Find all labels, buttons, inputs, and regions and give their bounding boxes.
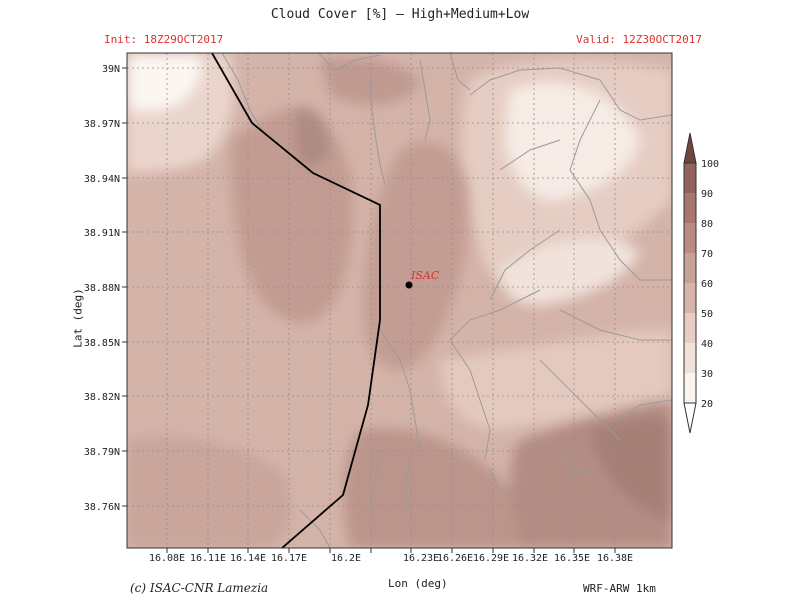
y-tick-label: 38.88N [84, 283, 120, 294]
valid-time-label: Valid: 12Z30OCT2017 [576, 33, 702, 46]
graticule [127, 53, 672, 548]
colorbar-swatch [684, 343, 696, 373]
colorbar-swatch [684, 283, 696, 313]
y-tick-label: 38.82N [84, 392, 120, 403]
credit-label: (c) ISAC-CNR Lamezia [130, 581, 269, 595]
y-tick-label: 38.76N [84, 502, 120, 513]
y-axis-label: Lat (deg) [71, 288, 85, 348]
y-tick-label: 38.94N [84, 174, 120, 185]
boundary-lines [221, 53, 672, 548]
x-tick-label: 16.29E [473, 553, 509, 564]
x-tick-label: 16.14E [230, 553, 266, 564]
colorbar-swatch [684, 163, 696, 193]
colorbar-max-arrow [683, 132, 697, 164]
y-tick-label: 38.97N [84, 119, 120, 130]
colorbar-label: 30 [701, 369, 713, 380]
x-axis: 16.08E 16.11E 16.14E 16.17E 16.2E 16.23E… [149, 548, 633, 564]
coastline [211, 53, 381, 548]
station-marker [405, 281, 413, 289]
colorbar-label: 40 [701, 339, 713, 350]
colorbar-label: 60 [701, 279, 713, 290]
plot-frame [126, 52, 673, 549]
x-tick-label: 16.08E [149, 553, 185, 564]
colorbar-label: 70 [701, 249, 713, 260]
x-tick-label: 16.2E [331, 553, 361, 564]
colorbar-swatch [684, 253, 696, 283]
colorbar-swatch [684, 373, 696, 403]
chart-title: Cloud Cover [%] — High+Medium+Low [270, 7, 530, 22]
y-tick-label: 38.85N [84, 338, 120, 349]
x-tick-label: 16.38E [597, 553, 633, 564]
y-tick-label: 38.91N [84, 228, 120, 239]
y-axis: 39N 38.97N 38.94N 38.91N 38.88N 38.85N 3… [84, 64, 127, 513]
colorbar-label: 20 [701, 399, 713, 410]
x-axis-label: Lon (deg) [388, 577, 448, 590]
y-tick-label: 39N [102, 64, 120, 75]
x-tick-label: 16.35E [554, 553, 590, 564]
x-tick-label: 16.26E [437, 553, 473, 564]
x-tick-label: 16.32E [512, 553, 548, 564]
colorbar-swatch [684, 193, 696, 223]
colorbar-label: 80 [701, 219, 713, 230]
x-tick-label: 16.23E [403, 553, 439, 564]
colorbar-label: 90 [701, 189, 713, 200]
cloud-cover-field [127, 53, 672, 548]
y-tick-label: 38.79N [84, 447, 120, 458]
station-label: ISAC [410, 269, 440, 282]
x-tick-label: 16.17E [271, 553, 307, 564]
colorbar-label: 100 [701, 159, 719, 170]
model-label: WRF-ARW 1km [583, 582, 656, 595]
colorbar-swatch [684, 313, 696, 343]
x-tick-label: 16.11E [190, 553, 226, 564]
colorbar-swatch [684, 223, 696, 253]
colorbar-label: 50 [701, 309, 713, 320]
colorbar: 100 90 80 70 60 50 40 30 20 [683, 132, 719, 434]
colorbar-min-arrow [683, 402, 697, 434]
init-time-label: Init: 18Z29OCT2017 [104, 33, 224, 46]
